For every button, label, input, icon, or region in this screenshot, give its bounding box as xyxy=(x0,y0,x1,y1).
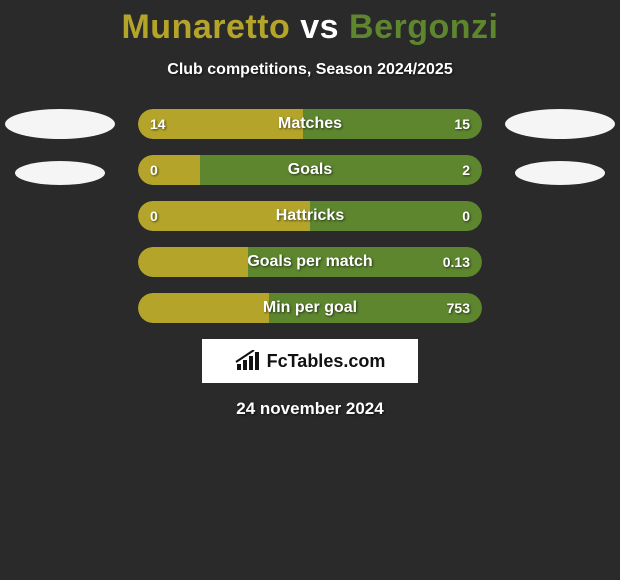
stat-value-right: 0 xyxy=(462,201,470,231)
page-title: Munaretto vs Bergonzi xyxy=(0,8,620,47)
stat-bars: Matches1415Goals02Hattricks00Goals per m… xyxy=(138,109,482,323)
stat-row: Matches14 15 xyxy=(138,109,482,139)
stat-label: Matches xyxy=(138,109,482,139)
stat-value-right: 0.13 xyxy=(443,247,470,277)
stat-value-right: 2 xyxy=(462,155,470,185)
title-left-name: Munaretto xyxy=(121,8,290,46)
brand-box: FcTables.com xyxy=(202,339,418,383)
stat-label: Hattricks xyxy=(138,201,482,231)
stat-value-left: 0 xyxy=(150,201,158,231)
comparison-area: Matches1415Goals02Hattricks00Goals per m… xyxy=(0,109,620,323)
brand-chart-icon xyxy=(235,350,261,372)
stat-row: Goals0 2 xyxy=(138,155,482,185)
left-team-avatar xyxy=(15,161,105,185)
right-player-avatar xyxy=(505,109,615,139)
left-avatar-column xyxy=(0,109,120,185)
stat-value-left: 14 xyxy=(150,109,166,139)
stat-value-right: 15 xyxy=(454,109,470,139)
stat-label: Goals per match xyxy=(138,247,482,277)
stat-label: Min per goal xyxy=(138,293,482,323)
brand-text: FcTables.com xyxy=(267,351,386,372)
right-avatar-column xyxy=(500,109,620,185)
stat-row: Hattricks0 0 xyxy=(138,201,482,231)
title-vs: vs xyxy=(300,8,339,46)
title-right-name: Bergonzi xyxy=(349,8,498,46)
stat-value-right: 753 xyxy=(447,293,470,323)
stat-value-left: 0 xyxy=(150,155,158,185)
subtitle: Club competitions, Season 2024/2025 xyxy=(0,61,620,79)
stat-label: Goals xyxy=(138,155,482,185)
stat-row: Goals per match0.13 xyxy=(138,247,482,277)
right-team-avatar xyxy=(515,161,605,185)
date-text: 24 november 2024 xyxy=(0,399,620,419)
left-player-avatar xyxy=(5,109,115,139)
stat-row: Min per goal753 xyxy=(138,293,482,323)
